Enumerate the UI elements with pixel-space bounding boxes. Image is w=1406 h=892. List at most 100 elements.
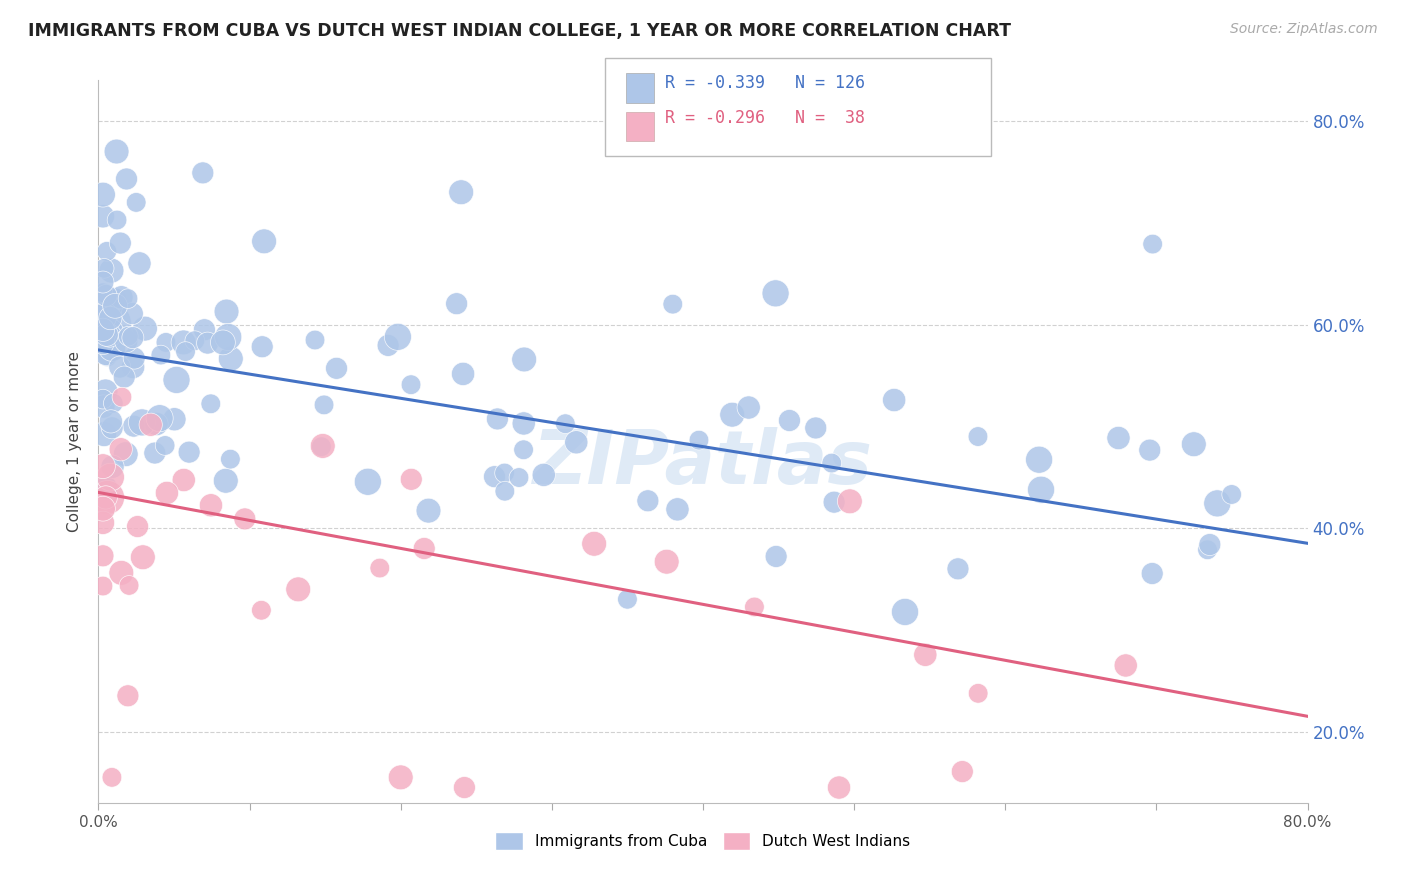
Point <box>100 263 122 277</box>
Point <box>96 491 118 505</box>
Point <box>145 417 167 431</box>
Point <box>1115 658 1137 673</box>
Point <box>946 562 969 576</box>
Point <box>110 442 132 457</box>
Point <box>765 286 787 301</box>
Point <box>117 292 139 306</box>
Point <box>132 550 155 565</box>
Text: R = -0.296   N =  38: R = -0.296 N = 38 <box>665 109 865 127</box>
Point <box>110 290 132 304</box>
Point <box>219 351 242 366</box>
Point <box>114 447 136 461</box>
Point <box>583 537 606 551</box>
Point <box>823 495 845 509</box>
Point <box>325 361 347 376</box>
Point <box>173 335 195 350</box>
Point <box>484 469 506 483</box>
Point <box>451 367 474 381</box>
Point <box>166 373 188 387</box>
Point <box>101 341 124 355</box>
Point <box>91 210 114 224</box>
Point <box>1139 443 1161 458</box>
Point <box>200 397 222 411</box>
Point <box>155 335 177 350</box>
Text: Source: ZipAtlas.com: Source: ZipAtlas.com <box>1230 22 1378 37</box>
Point <box>184 334 207 348</box>
Point <box>533 467 555 482</box>
Point <box>250 603 273 617</box>
Point <box>389 770 412 784</box>
Point <box>101 770 124 784</box>
Point <box>1182 437 1205 451</box>
Point <box>93 427 115 442</box>
Point <box>1140 566 1163 581</box>
Point <box>1108 431 1130 445</box>
Point <box>778 413 800 427</box>
Point <box>96 244 118 259</box>
Point <box>91 187 114 202</box>
Point <box>894 605 917 619</box>
Point <box>96 327 118 342</box>
Point <box>721 408 744 422</box>
Point <box>666 502 689 516</box>
Point <box>103 396 125 410</box>
Point <box>1206 496 1229 510</box>
Point <box>100 470 122 484</box>
Point <box>1198 537 1220 551</box>
Point <box>143 446 166 460</box>
Point <box>655 555 678 569</box>
Point <box>91 392 114 406</box>
Point <box>108 360 131 375</box>
Point <box>387 330 409 344</box>
Point <box>312 398 335 412</box>
Point <box>91 501 114 516</box>
Point <box>94 346 117 360</box>
Point <box>554 417 576 431</box>
Point <box>838 494 860 508</box>
Point <box>91 310 114 324</box>
Point <box>98 328 121 343</box>
Point <box>418 503 440 517</box>
Point <box>125 195 148 210</box>
Point <box>197 336 219 351</box>
Point <box>118 578 141 592</box>
Point <box>512 442 534 457</box>
Point <box>287 582 309 597</box>
Point <box>399 377 422 392</box>
Point <box>110 566 132 580</box>
Point <box>804 421 827 435</box>
Point <box>93 261 115 276</box>
Point <box>91 336 114 351</box>
Point <box>91 459 114 474</box>
Point <box>112 370 135 384</box>
Point <box>494 466 516 480</box>
Point <box>96 350 118 364</box>
Point <box>1220 487 1243 501</box>
Point <box>100 311 122 326</box>
Point <box>883 392 905 407</box>
Point <box>96 318 118 332</box>
Point <box>91 285 114 300</box>
Point <box>153 438 176 452</box>
Point <box>377 338 399 352</box>
Point <box>91 549 114 563</box>
Point <box>1197 542 1219 557</box>
Point <box>453 780 475 795</box>
Point <box>508 470 530 484</box>
Point <box>121 307 143 321</box>
Point <box>191 166 214 180</box>
Text: R = -0.339   N = 126: R = -0.339 N = 126 <box>665 74 865 92</box>
Point <box>215 304 238 318</box>
Point <box>828 780 851 795</box>
Point <box>512 417 534 431</box>
Point <box>94 384 117 399</box>
Point <box>115 334 138 349</box>
Point <box>1142 237 1164 252</box>
Point <box>368 561 391 575</box>
Point <box>253 235 276 249</box>
Point <box>91 516 114 530</box>
Point <box>111 390 134 404</box>
Point <box>128 256 150 270</box>
Point <box>967 686 990 700</box>
Point <box>311 440 333 454</box>
